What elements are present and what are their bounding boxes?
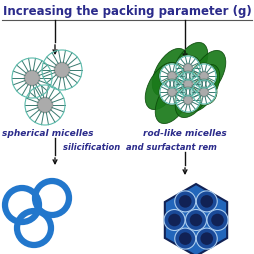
Circle shape <box>183 64 193 73</box>
Circle shape <box>159 63 185 89</box>
Circle shape <box>196 191 217 212</box>
Circle shape <box>159 79 185 105</box>
Circle shape <box>190 214 202 226</box>
Circle shape <box>191 79 217 105</box>
Circle shape <box>183 96 193 105</box>
Circle shape <box>175 191 196 212</box>
Circle shape <box>167 87 177 97</box>
Ellipse shape <box>152 49 188 96</box>
Circle shape <box>175 87 201 113</box>
Ellipse shape <box>145 62 181 109</box>
Text: Increasing the packing parameter (g): Increasing the packing parameter (g) <box>3 5 251 18</box>
Circle shape <box>196 228 217 249</box>
Text: spherical micelles: spherical micelles <box>2 129 94 137</box>
Circle shape <box>200 232 213 245</box>
Text: rod-like micelles: rod-like micelles <box>143 129 227 137</box>
Circle shape <box>200 195 213 208</box>
Ellipse shape <box>175 70 211 118</box>
Circle shape <box>37 97 53 113</box>
Ellipse shape <box>172 42 208 90</box>
Circle shape <box>175 71 201 97</box>
Circle shape <box>199 71 209 81</box>
Ellipse shape <box>165 56 201 104</box>
Circle shape <box>24 70 40 86</box>
Circle shape <box>199 87 209 97</box>
Circle shape <box>54 62 70 78</box>
Circle shape <box>179 232 192 245</box>
Text: silicification  and surfactant rem: silicification and surfactant rem <box>63 142 217 151</box>
Circle shape <box>179 195 192 208</box>
Circle shape <box>168 214 181 226</box>
Circle shape <box>183 80 193 89</box>
Circle shape <box>175 55 201 81</box>
Polygon shape <box>165 184 227 254</box>
Circle shape <box>185 210 207 230</box>
Circle shape <box>207 210 228 230</box>
Circle shape <box>164 210 185 230</box>
Ellipse shape <box>190 51 226 98</box>
Circle shape <box>211 214 224 226</box>
Ellipse shape <box>155 76 191 124</box>
Circle shape <box>191 63 217 89</box>
Circle shape <box>175 228 196 249</box>
Ellipse shape <box>184 65 220 112</box>
Circle shape <box>167 71 177 81</box>
